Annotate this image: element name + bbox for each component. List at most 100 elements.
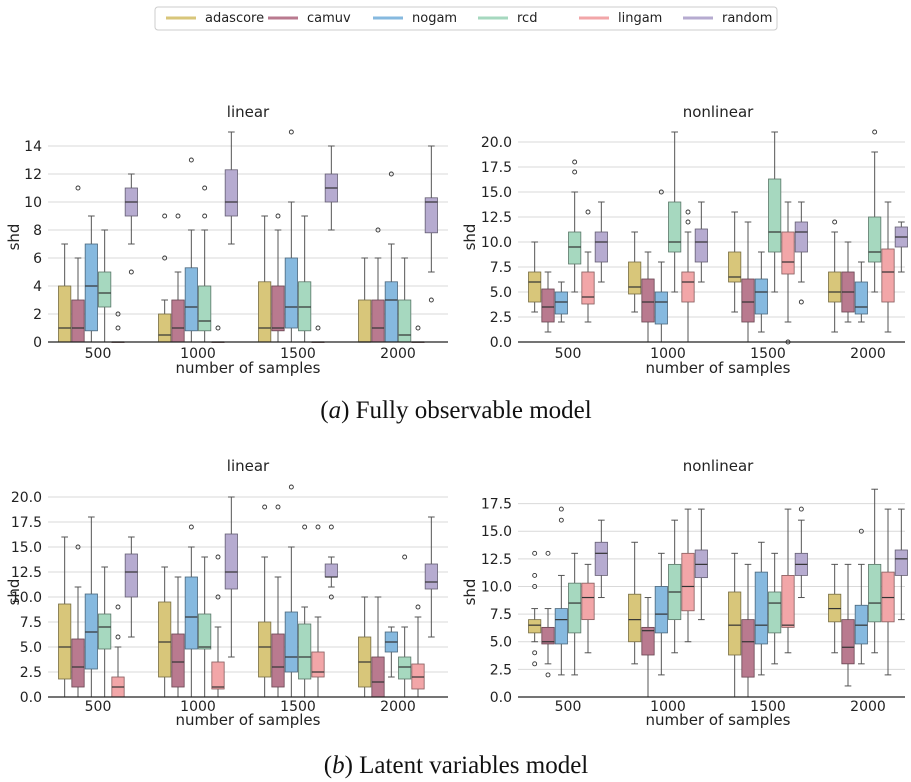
outlier-point xyxy=(315,325,321,331)
box-body xyxy=(211,661,225,690)
caption-a-label: a xyxy=(329,397,342,424)
box-body xyxy=(641,278,655,323)
box-body xyxy=(754,278,768,315)
y-tick-label: 2.5 xyxy=(490,310,512,326)
box-body xyxy=(681,271,695,303)
outlier-point xyxy=(798,506,804,512)
caption-a-text: Fully observable model xyxy=(356,397,592,424)
box-lingam-500 xyxy=(581,209,595,323)
outlier-point xyxy=(262,504,268,510)
y-tick-label: 20.0 xyxy=(11,490,42,506)
box-body xyxy=(298,623,312,680)
box-random-1000 xyxy=(224,496,238,658)
box-body xyxy=(581,582,595,621)
box-lingam-1500 xyxy=(781,508,795,654)
box-body xyxy=(171,299,185,343)
box-adascore-500 xyxy=(528,550,542,667)
outlier-point xyxy=(658,189,664,195)
y-tick-label: 12 xyxy=(24,167,42,183)
x-axis-label: number of samples xyxy=(176,359,321,377)
outlier-point xyxy=(572,159,578,165)
x-tick-label: 2000 xyxy=(380,346,416,362)
y-tick-label: 4 xyxy=(33,279,42,295)
y-tick-label: 20.0 xyxy=(481,135,512,151)
box-body xyxy=(271,285,285,332)
y-tick-label: 17.5 xyxy=(481,497,512,513)
outlier-point xyxy=(388,171,394,177)
x-tick-label: 1500 xyxy=(280,346,316,362)
box-body xyxy=(581,271,595,305)
box-nogam-1000 xyxy=(184,524,198,698)
outlier-point xyxy=(75,185,81,191)
box-random-2000 xyxy=(424,145,438,303)
panel-a-linear: 0 2 4 6 8 10 12 14 500 1000 1500 2000 linear number o… xyxy=(5,103,448,377)
legend-item-camuv: camuv xyxy=(268,11,351,26)
box-body xyxy=(728,251,742,283)
y-tick-label: 12.5 xyxy=(11,565,42,581)
box-body xyxy=(741,278,755,323)
caption-b: (b) Latent variables model xyxy=(324,752,589,779)
outlier-point xyxy=(872,129,878,135)
box-body xyxy=(568,582,582,634)
box-lingam-1000 xyxy=(681,209,695,343)
box-body xyxy=(554,291,568,315)
y-axis-label: shd xyxy=(461,579,479,606)
box-nogam-1000 xyxy=(654,189,668,343)
box-camuv-1000 xyxy=(171,576,185,698)
box-rcd-1500 xyxy=(298,524,312,698)
outlier-point xyxy=(798,299,804,305)
box-body xyxy=(668,201,682,253)
box-rcd-500 xyxy=(98,566,112,698)
box-body xyxy=(98,613,112,650)
outlier-point xyxy=(115,634,121,640)
box-rcd-500 xyxy=(568,159,582,293)
x-axis-label: number of samples xyxy=(646,711,791,729)
y-tick-label: 6 xyxy=(33,251,42,267)
outlier-point xyxy=(532,661,538,667)
box-body xyxy=(528,619,542,634)
outlier-point xyxy=(188,157,194,163)
outlier-point xyxy=(585,209,591,215)
box-camuv-2000 xyxy=(841,241,855,323)
y-tick-label: 15.0 xyxy=(11,540,42,556)
legend-frame xyxy=(154,6,778,31)
box-body xyxy=(311,651,325,678)
outlier-point xyxy=(558,517,564,523)
box-body xyxy=(198,613,212,650)
box-body xyxy=(541,288,555,323)
box-body xyxy=(768,591,782,634)
box-adascore-1000 xyxy=(628,541,642,665)
outlier-point xyxy=(202,185,208,191)
box-adascore-1000 xyxy=(628,231,642,313)
y-tick-label: 0.0 xyxy=(490,690,512,706)
y-tick-label: 5.0 xyxy=(490,285,512,301)
box-body xyxy=(71,299,85,343)
box-random-2000 xyxy=(894,508,908,621)
outlier-point xyxy=(415,604,421,610)
outlier-point xyxy=(858,528,864,534)
outlier-point xyxy=(375,227,381,233)
outlier-point xyxy=(215,594,221,600)
box-body xyxy=(894,549,908,576)
box-rcd-1000 xyxy=(668,519,682,654)
box-rcd-500 xyxy=(98,229,112,343)
box-nogam-1500 xyxy=(284,129,298,343)
x-tick-label: 500 xyxy=(85,346,112,362)
outlier-point xyxy=(315,524,321,530)
box-random-2000 xyxy=(424,516,438,638)
box-random-1000 xyxy=(694,508,708,621)
legend-label: rcd xyxy=(517,11,537,26)
box-adascore-1500 xyxy=(728,552,742,698)
box-body xyxy=(58,285,72,343)
box-random-500 xyxy=(124,173,138,275)
box-body xyxy=(881,248,895,303)
y-tick-label: 0 xyxy=(33,335,42,351)
box-body xyxy=(258,281,272,343)
box-rcd-1000 xyxy=(668,131,682,293)
box-body xyxy=(98,271,112,308)
x-tick-label: 2000 xyxy=(850,699,886,715)
panel-title: nonlinear xyxy=(683,457,754,475)
box-body xyxy=(384,281,398,343)
y-tick-label: 2 xyxy=(33,307,42,323)
x-tick-label: 1500 xyxy=(750,699,786,715)
